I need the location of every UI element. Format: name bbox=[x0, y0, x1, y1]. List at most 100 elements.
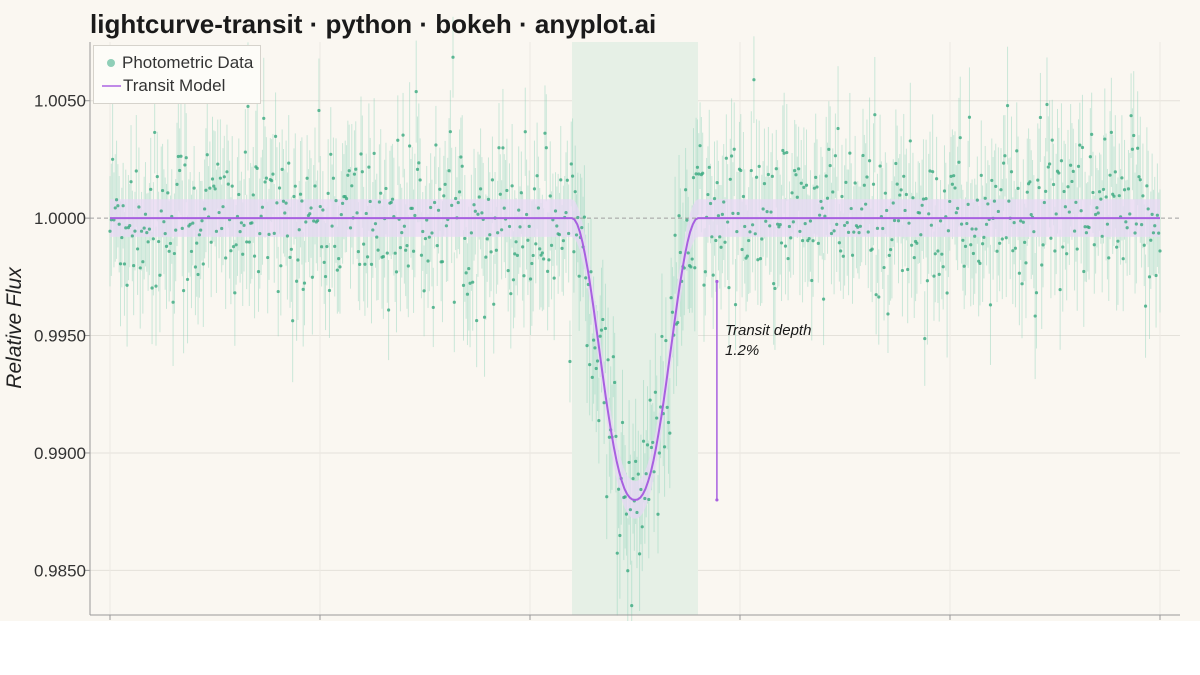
data-point bbox=[195, 241, 199, 245]
data-point bbox=[1044, 189, 1048, 193]
data-point bbox=[919, 233, 923, 237]
data-point bbox=[1101, 187, 1106, 192]
data-point bbox=[811, 239, 815, 243]
data-point bbox=[1103, 137, 1107, 141]
data-point bbox=[1078, 143, 1082, 147]
data-point bbox=[189, 249, 194, 254]
data-point bbox=[1137, 175, 1141, 179]
data-point bbox=[1122, 188, 1127, 192]
data-point bbox=[1002, 161, 1006, 165]
data-point bbox=[266, 255, 270, 260]
data-point bbox=[237, 192, 241, 197]
data-point bbox=[889, 248, 893, 252]
data-point bbox=[814, 175, 818, 179]
data-point bbox=[652, 470, 656, 474]
data-point bbox=[423, 236, 427, 241]
data-point bbox=[602, 401, 606, 405]
data-point bbox=[350, 184, 354, 188]
data-point bbox=[756, 258, 760, 262]
data-point bbox=[641, 439, 646, 443]
data-point bbox=[844, 180, 848, 184]
data-point bbox=[518, 225, 522, 229]
data-point bbox=[1045, 102, 1049, 107]
data-point bbox=[553, 209, 558, 213]
data-point bbox=[921, 197, 926, 201]
data-point bbox=[358, 262, 362, 266]
data-point bbox=[452, 300, 456, 304]
data-point bbox=[739, 168, 743, 173]
data-point bbox=[454, 196, 458, 201]
data-point bbox=[500, 228, 504, 232]
transit-model-curve bbox=[110, 217, 1160, 501]
data-point bbox=[1095, 206, 1099, 210]
data-point bbox=[890, 238, 894, 242]
data-point bbox=[978, 261, 982, 265]
data-point bbox=[597, 419, 601, 423]
data-point bbox=[108, 229, 112, 233]
data-point bbox=[1066, 185, 1070, 189]
data-point bbox=[1041, 243, 1045, 247]
data-point bbox=[478, 187, 483, 191]
data-point bbox=[1158, 249, 1162, 253]
data-point bbox=[245, 240, 249, 244]
data-point bbox=[192, 186, 196, 190]
data-point bbox=[216, 162, 220, 166]
data-point bbox=[543, 131, 547, 135]
data-point bbox=[301, 287, 305, 291]
data-point bbox=[234, 243, 238, 247]
data-point bbox=[728, 177, 732, 181]
data-point bbox=[643, 496, 647, 501]
data-point bbox=[480, 211, 484, 215]
data-point bbox=[507, 224, 512, 229]
data-point bbox=[862, 183, 866, 187]
data-point bbox=[386, 308, 391, 312]
data-point bbox=[1000, 237, 1004, 241]
data-point bbox=[770, 174, 774, 178]
data-point bbox=[711, 273, 715, 277]
data-point bbox=[1007, 199, 1011, 203]
data-point bbox=[164, 244, 169, 248]
data-point bbox=[231, 245, 236, 249]
legend-item-data: Photometric Data bbox=[94, 52, 253, 74]
data-point bbox=[271, 172, 275, 176]
data-point bbox=[585, 344, 589, 348]
data-point bbox=[172, 251, 176, 256]
data-point bbox=[836, 126, 840, 131]
data-point bbox=[371, 228, 375, 232]
data-point bbox=[1099, 197, 1103, 201]
data-point bbox=[256, 270, 261, 274]
data-point bbox=[789, 236, 793, 240]
data-point bbox=[907, 221, 911, 225]
data-point bbox=[1069, 163, 1073, 167]
data-point bbox=[745, 254, 749, 258]
data-point bbox=[873, 113, 877, 117]
data-point bbox=[313, 184, 317, 188]
data-point bbox=[611, 355, 615, 359]
data-point bbox=[425, 218, 429, 222]
data-point bbox=[961, 238, 965, 242]
data-point bbox=[618, 533, 622, 538]
data-point bbox=[1051, 182, 1056, 187]
data-point bbox=[949, 174, 953, 178]
data-point bbox=[548, 194, 552, 198]
data-point bbox=[729, 154, 734, 158]
data-point bbox=[1126, 187, 1131, 191]
data-point bbox=[701, 171, 705, 175]
data-point bbox=[464, 271, 468, 275]
data-point bbox=[1074, 200, 1078, 204]
data-point bbox=[932, 274, 936, 278]
data-point bbox=[267, 232, 271, 236]
data-point bbox=[598, 334, 602, 338]
data-point bbox=[460, 164, 464, 168]
data-point bbox=[678, 250, 682, 255]
data-point bbox=[574, 233, 579, 237]
data-point bbox=[505, 188, 509, 193]
data-point bbox=[731, 211, 735, 215]
data-point bbox=[624, 512, 629, 516]
data-point bbox=[998, 241, 1002, 245]
data-point bbox=[1088, 155, 1092, 159]
data-point bbox=[747, 238, 751, 243]
data-point bbox=[839, 249, 843, 253]
data-point bbox=[825, 196, 830, 200]
data-point bbox=[649, 445, 654, 450]
